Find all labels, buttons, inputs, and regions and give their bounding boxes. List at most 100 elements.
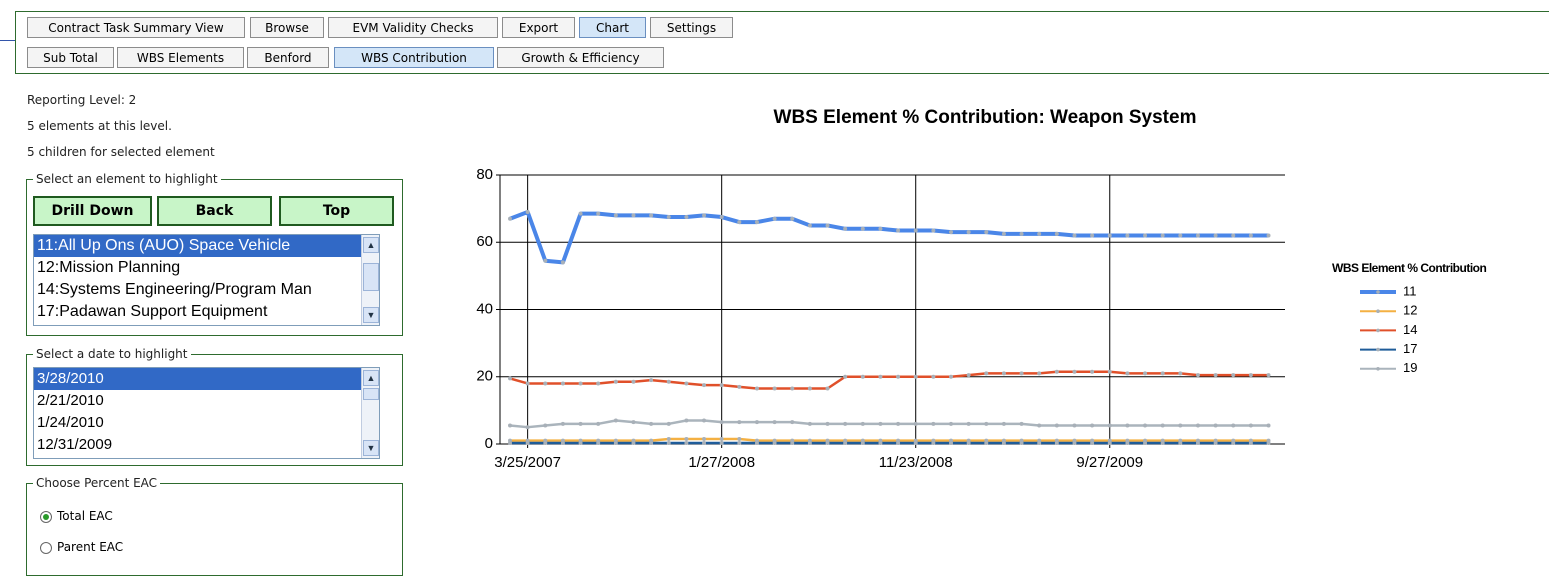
- point-marker: [1248, 440, 1253, 445]
- frame-line: [0, 40, 15, 41]
- legend-marker: [1376, 347, 1380, 352]
- list-item[interactable]: 3/28/2010: [34, 368, 379, 390]
- point-marker: [860, 226, 865, 231]
- panel-legend: Choose Percent EAC: [36, 476, 158, 490]
- scrollbar[interactable]: ▲ ▼: [361, 368, 379, 458]
- point-marker: [666, 436, 671, 441]
- scroll-up[interactable]: ▲: [363, 237, 379, 253]
- list-item[interactable]: 11:All Up Ons (AUO) Space Vehicle: [34, 235, 379, 257]
- point-marker: [1037, 423, 1042, 428]
- tab[interactable]: Settings: [650, 17, 733, 38]
- scroll-thumb[interactable]: [363, 263, 379, 291]
- radio-label: Total EAC: [57, 509, 113, 523]
- point-marker: [896, 374, 901, 379]
- point-marker: [1107, 233, 1112, 238]
- point-marker: [1019, 371, 1024, 376]
- list-item[interactable]: 12:Mission Planning: [37, 259, 181, 276]
- list-item[interactable]: 12/31/2009: [37, 436, 113, 453]
- tab[interactable]: WBS Elements: [117, 47, 244, 68]
- point-marker: [1107, 423, 1112, 428]
- legend-marker: [1376, 328, 1380, 333]
- list-item[interactable]: 14:Systems Engineering/Program Man: [37, 281, 312, 298]
- point-marker: [931, 421, 936, 426]
- element-list[interactable]: 11:All Up Ons (AUO) Space Vehicle 12:Mis…: [33, 234, 380, 326]
- radio-option[interactable]: Total EAC: [40, 509, 113, 523]
- list-item[interactable]: 1/24/2010: [37, 414, 104, 431]
- point-marker: [737, 440, 742, 445]
- point-marker: [1160, 440, 1165, 445]
- point-marker: [543, 423, 548, 428]
- point-marker: [825, 223, 830, 228]
- series-line: [509, 209, 1269, 265]
- point-marker: [702, 383, 707, 388]
- legend-label: 11: [1403, 283, 1417, 298]
- chart: WBS Element % Contribution: Weapon Syste…: [476, 107, 1487, 471]
- point-marker: [896, 440, 901, 445]
- point-marker: [702, 418, 707, 423]
- point-marker: [1178, 423, 1183, 428]
- point-marker: [807, 421, 812, 426]
- point-marker: [790, 386, 795, 391]
- point-marker: [578, 440, 583, 445]
- tab[interactable]: Growth & Efficiency: [497, 47, 664, 68]
- tab[interactable]: EVM Validity Checks: [328, 17, 498, 38]
- legend-marker: [1376, 367, 1380, 371]
- chart-title: WBS Element % Contribution: Weapon Syste…: [774, 107, 1197, 128]
- list-item[interactable]: 2/21/2010: [37, 392, 104, 409]
- point-marker: [1231, 440, 1236, 445]
- x-tick-label: 1/27/2008: [688, 454, 755, 471]
- point-marker: [1178, 440, 1183, 445]
- point-marker: [702, 436, 707, 441]
- scroll-thumb[interactable]: [363, 388, 379, 400]
- point-marker: [754, 440, 759, 445]
- point-marker: [966, 230, 971, 235]
- tab[interactable]: Export: [502, 17, 575, 38]
- scroll-down[interactable]: ▼: [363, 307, 379, 323]
- point-marker: [631, 420, 636, 425]
- scroll-down[interactable]: ▼: [363, 440, 379, 456]
- point-marker: [1195, 423, 1200, 428]
- point-marker: [913, 374, 918, 379]
- point-marker: [966, 373, 971, 378]
- point-marker: [984, 440, 989, 445]
- legend-marker: [1376, 290, 1380, 294]
- point-marker: [560, 260, 565, 265]
- point-marker: [596, 440, 601, 445]
- tab[interactable]: Browse: [250, 17, 324, 38]
- tab[interactable]: Contract Task Summary View: [27, 17, 245, 38]
- top-button[interactable]: Top: [279, 196, 394, 226]
- point-marker: [666, 379, 671, 384]
- list-item[interactable]: 17:Padawan Support Equipment: [37, 303, 268, 320]
- point-marker: [1125, 423, 1130, 428]
- y-tick-label: 80: [476, 166, 493, 183]
- point-marker: [1037, 371, 1042, 376]
- radio-option[interactable]: Parent EAC: [40, 540, 123, 554]
- scroll-up[interactable]: ▲: [363, 370, 379, 386]
- tab[interactable]: Chart: [579, 17, 646, 38]
- point-marker: [578, 211, 583, 216]
- point-marker: [684, 440, 689, 445]
- point-marker: [1160, 423, 1165, 428]
- tab[interactable]: Benford: [247, 47, 329, 68]
- point-marker: [631, 440, 636, 445]
- drill-down-button[interactable]: Drill Down: [33, 196, 152, 226]
- point-marker: [649, 440, 654, 445]
- point-marker: [1125, 440, 1130, 445]
- back-button[interactable]: Back: [157, 196, 272, 226]
- page: {"tabs_row1": ["Contract Task Summary Vi…: [0, 11, 1549, 576]
- point-marker: [1195, 440, 1200, 445]
- point-marker: [807, 440, 812, 445]
- tab[interactable]: WBS Contribution: [334, 47, 494, 68]
- point-marker: [649, 213, 654, 218]
- tab-frame: [15, 11, 1549, 74]
- x-tick-label: 9/27/2009: [1076, 454, 1143, 471]
- info-text: 5 children for selected element: [27, 145, 215, 159]
- point-marker: [1054, 440, 1059, 445]
- point-marker: [825, 440, 830, 445]
- date-list[interactable]: 3/28/2010 2/21/2010 1/24/2010 12/31/2009…: [33, 367, 380, 459]
- point-marker: [966, 421, 971, 426]
- point-marker: [754, 220, 759, 225]
- scrollbar[interactable]: ▲ ▼: [361, 235, 379, 325]
- tab[interactable]: Sub Total: [27, 47, 114, 68]
- point-marker: [878, 440, 883, 445]
